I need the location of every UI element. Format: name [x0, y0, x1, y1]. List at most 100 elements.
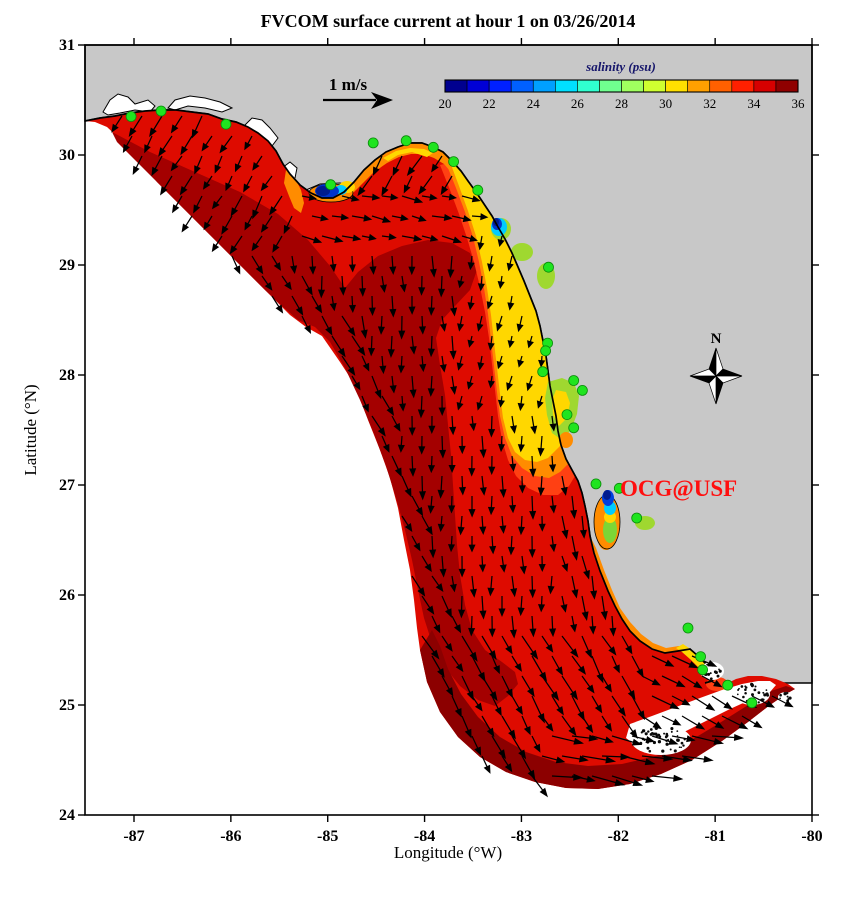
current-vector: [701, 675, 723, 688]
island-speckle: [657, 740, 662, 744]
current-vector: [361, 233, 377, 241]
colorbar-segment: [775, 79, 799, 93]
current-vector: [601, 675, 612, 693]
current-vector: [541, 715, 554, 732]
current-vector: [481, 755, 491, 774]
current-vector: [439, 355, 447, 373]
island-speckle: [713, 670, 717, 674]
compass-rose: N: [689, 331, 743, 405]
current-vector: [571, 695, 585, 722]
current-vector: [529, 495, 537, 520]
current-vector: [517, 355, 525, 368]
island-speckle: [766, 693, 770, 697]
colorbar-tick-label: 30: [659, 96, 672, 111]
current-vector: [721, 715, 749, 730]
current-vector: [401, 234, 423, 242]
current-vector: [487, 255, 495, 272]
island-speckle: [709, 672, 712, 675]
current-vector: [439, 555, 447, 578]
axes-frame-layer: -87 -86 -85 -84 -83 -82 -81 -80 24 25 26 27 28 29 30 31: [59, 37, 823, 845]
current-vector: [507, 535, 515, 556]
current-vector: [469, 575, 477, 598]
current-vector: [441, 595, 452, 618]
island-speckle: [673, 749, 677, 753]
current-vector: [538, 515, 546, 532]
current-vector: [487, 495, 495, 516]
current-vector: [409, 375, 417, 399]
current-vector: [456, 395, 464, 411]
current-vector: [439, 435, 447, 459]
current-vector: [601, 753, 631, 761]
current-vector: [661, 675, 686, 688]
current-vector: [549, 535, 557, 553]
current-vector: [437, 515, 445, 533]
current-vector: [496, 315, 503, 332]
current-vector: [477, 355, 485, 371]
current-vector: [431, 655, 445, 678]
current-vector: [499, 515, 507, 534]
colorbar-tick-label: 22: [483, 96, 496, 111]
current-vector: [317, 275, 326, 299]
current-vector: [468, 615, 476, 637]
island-speckle: [736, 693, 739, 696]
current-vector: [507, 295, 515, 311]
station-marker: [125, 111, 137, 122]
current-vector: [478, 555, 487, 573]
current-vector: [461, 234, 478, 242]
current-vector: [548, 455, 557, 473]
current-vector: [111, 115, 123, 133]
scale-arrow-label: 1 m/s: [329, 75, 368, 94]
current-vector: [203, 215, 213, 231]
current-vector: [497, 395, 505, 408]
current-vector: [381, 233, 397, 241]
keys-island-bank-marquesas-key-west: [631, 725, 691, 755]
colorbar-segment: [643, 79, 666, 93]
colorbar-segment: [555, 79, 578, 93]
current-vector: [341, 194, 360, 202]
current-vector: [381, 395, 395, 416]
current-vector: [711, 695, 733, 710]
current-vector: [397, 435, 405, 453]
salinity-patch-swcoast-orange-band: [590, 536, 712, 674]
colorbar: salinity (psu) 20 22 24 26 28 30 32 34 36: [439, 59, 806, 111]
salinity-patch-cedar-key-green: [511, 243, 533, 261]
island-speckle: [753, 688, 757, 692]
island-speckle: [670, 730, 673, 733]
current-vector: [487, 335, 495, 351]
island-speckle: [718, 668, 720, 671]
current-vector: [579, 515, 587, 539]
current-vector: [431, 155, 443, 173]
current-vector: [447, 255, 455, 279]
current-vector: [671, 695, 691, 706]
current-vector: [691, 735, 725, 745]
current-vector: [541, 675, 560, 702]
current-vector: [751, 695, 776, 708]
current-vector: [447, 535, 455, 553]
island-speckle: [751, 693, 754, 697]
y-axis-label: Latitude (°N): [21, 384, 40, 475]
current-vector: [561, 715, 577, 737]
current-vector: [561, 675, 578, 701]
current-vector: [408, 296, 416, 315]
current-vector: [368, 295, 376, 317]
current-vector: [381, 175, 393, 196]
current-vector: [160, 175, 173, 196]
station-marker: [568, 422, 580, 434]
current-vector: [507, 335, 515, 349]
current-vector: [371, 415, 386, 437]
current-vector: [641, 675, 661, 686]
current-vector: [418, 275, 426, 296]
current-vector: [431, 575, 444, 593]
current-vector: [151, 155, 163, 177]
current-vector: [497, 235, 505, 247]
colorbar-tick-label: 36: [792, 96, 806, 111]
current-vector: [377, 315, 385, 335]
island-speckle: [765, 689, 768, 691]
current-vector: [348, 295, 357, 314]
current-vector: [440, 175, 453, 196]
compass-north-label: N: [711, 331, 722, 347]
current-vector: [531, 735, 541, 753]
current-vector: [398, 395, 407, 412]
island-speckle: [680, 746, 683, 749]
current-vector: [269, 195, 283, 216]
